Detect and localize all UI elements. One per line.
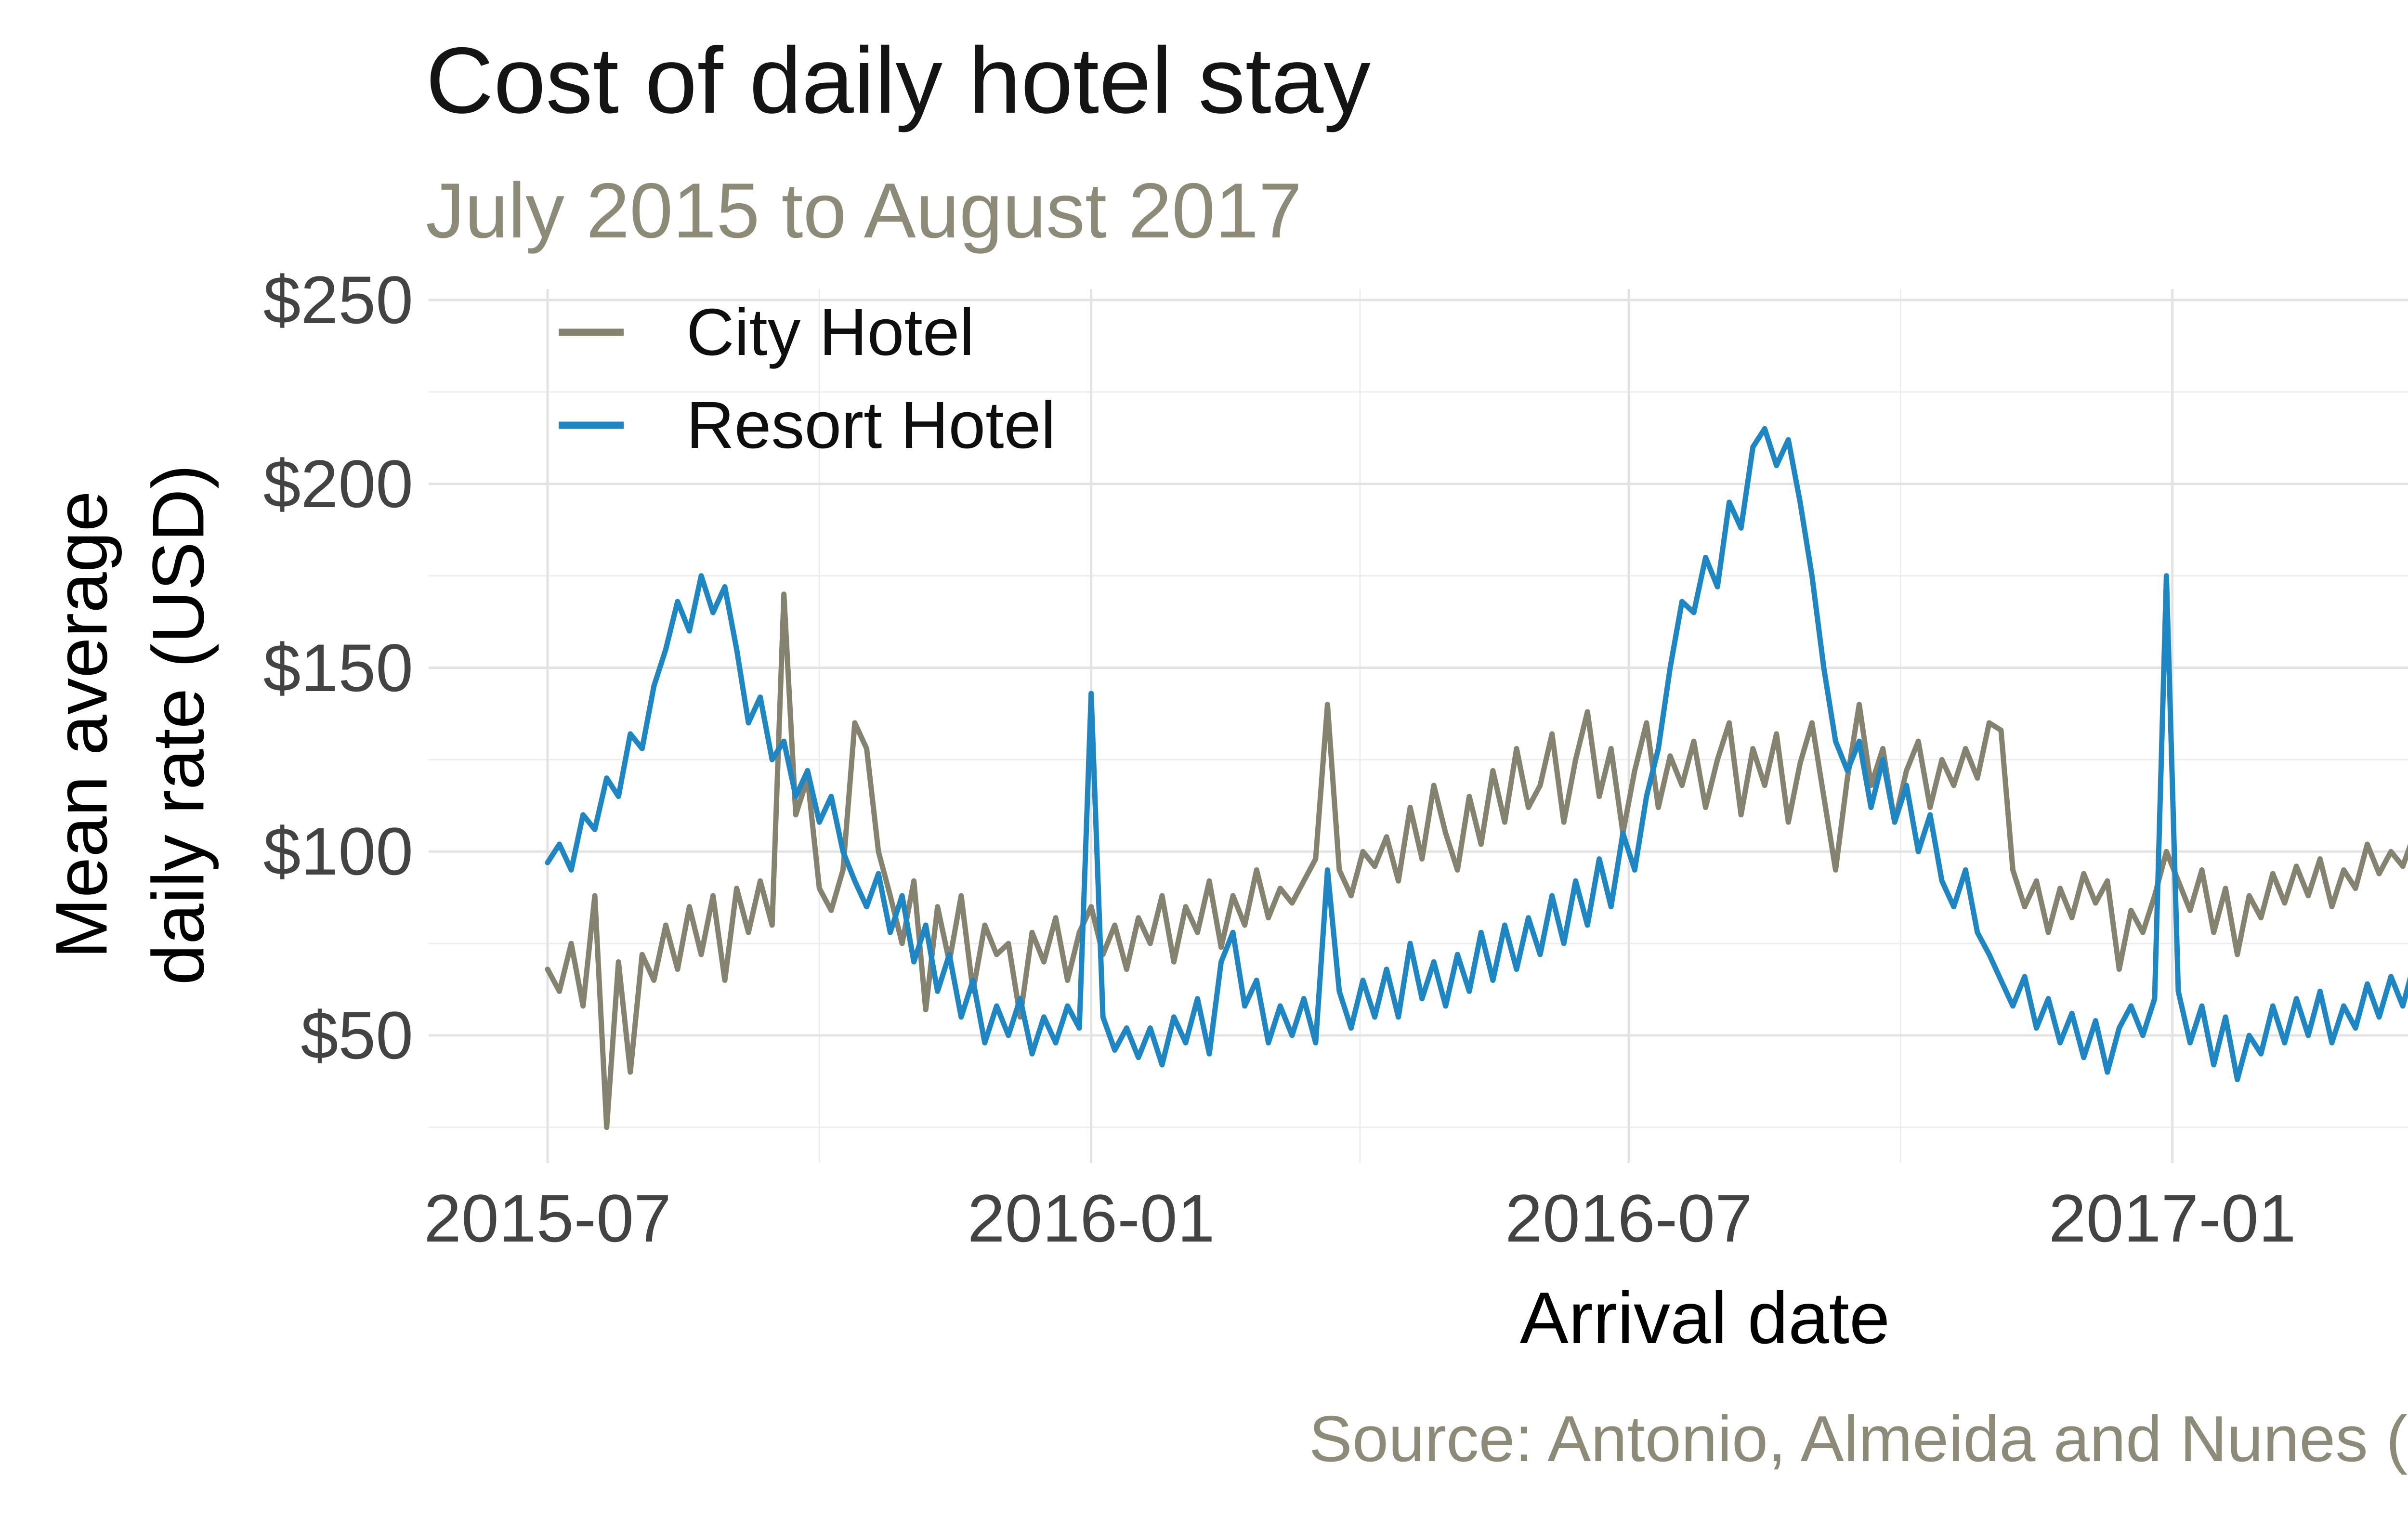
- series-line-city-hotel: [545, 591, 2408, 1130]
- x-tick-label: 2017-01: [2048, 1180, 2296, 1256]
- y-tick-label: $200: [263, 445, 413, 522]
- y-tick-label: $250: [263, 262, 413, 338]
- x-axis-title: Arrival date: [1519, 1277, 1890, 1359]
- legend-label-city-hotel: City Hotel: [686, 295, 975, 369]
- x-tick-label: 2015-07: [424, 1180, 671, 1256]
- y-axis-title-line1: Mean average: [40, 491, 123, 959]
- chart-subtitle: July 2015 to August 2017: [426, 167, 1302, 254]
- x-tick-label: 2016-01: [967, 1180, 1215, 1256]
- data-series: [545, 426, 2408, 1130]
- legend-label-resort-hotel: Resort Hotel: [686, 388, 1056, 462]
- chart-title: Cost of daily hotel stay: [426, 28, 1371, 133]
- y-axis-title: Mean average daily rate (USD): [33, 464, 226, 985]
- legend-swatches: [559, 328, 624, 429]
- y-tick-label: $50: [301, 997, 413, 1073]
- y-tick-label: $150: [263, 629, 413, 706]
- x-tick-label: 2016-07: [1505, 1180, 1753, 1256]
- gridlines-minor: [429, 289, 2408, 1163]
- series-line-resort-hotel: [545, 426, 2408, 1083]
- source-caption: Source: Antonio, Almeida and Nunes (2019…: [1309, 1402, 2408, 1475]
- y-axis-title-line2: daily rate (USD): [137, 464, 219, 985]
- y-tick-label: $100: [263, 813, 413, 889]
